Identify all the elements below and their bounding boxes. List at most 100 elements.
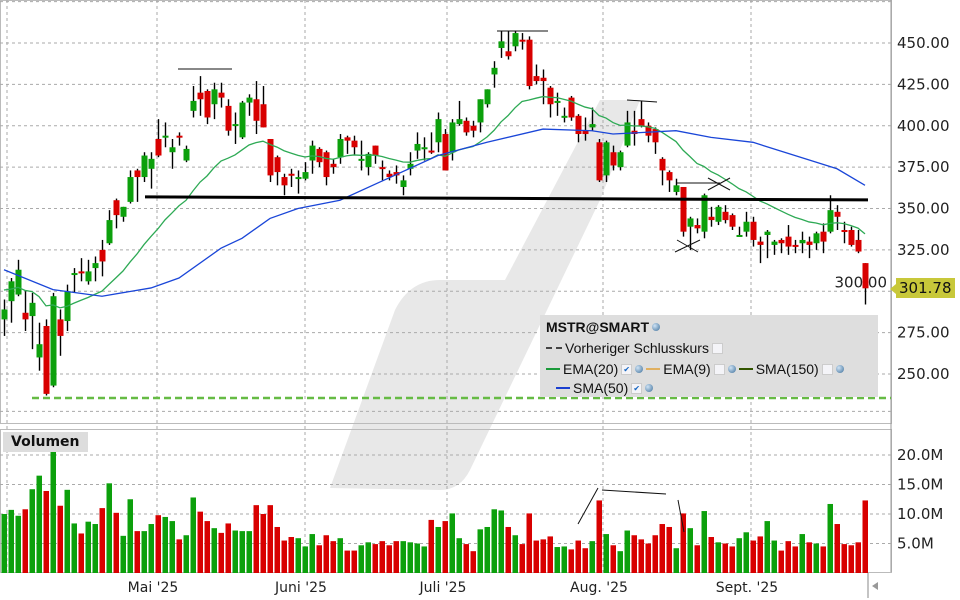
candle-body [309, 145, 316, 161]
candle-body [330, 163, 337, 168]
candle-body [267, 138, 274, 176]
volume-bar [36, 475, 42, 573]
candle [624, 110, 631, 148]
volume-bar [519, 544, 525, 573]
volume-bar [106, 483, 112, 573]
candle [8, 278, 15, 323]
candle-body [344, 137, 351, 141]
candle-body [519, 39, 526, 42]
candle [407, 152, 414, 176]
checkbox[interactable] [713, 363, 725, 375]
volume-bar [526, 513, 532, 573]
volume-bar [246, 531, 252, 573]
legend-symbol: MSTR@SMART [546, 319, 650, 335]
x-tick-label: Juni '25 [274, 580, 327, 596]
candle-body [589, 124, 596, 128]
candle [680, 186, 687, 237]
candle [778, 238, 785, 254]
candle [743, 211, 750, 237]
candle-body [36, 344, 43, 358]
candle [246, 94, 253, 116]
candle [141, 152, 148, 183]
candle-body [624, 122, 631, 146]
legend-item-sma50: SMA(50) ✔ [556, 380, 654, 396]
legend-label-ema20[interactable]: EMA(20) [563, 361, 619, 377]
volume-bar [260, 514, 266, 573]
candle-body [274, 157, 281, 173]
volume-bar [687, 528, 693, 573]
candle-body [659, 158, 666, 171]
candle [344, 135, 351, 154]
candle [568, 95, 575, 121]
candle-body [799, 239, 806, 244]
candle [211, 82, 218, 120]
checkbox[interactable] [711, 342, 723, 354]
volume-bar [302, 546, 308, 573]
scroll-right-icon[interactable] [872, 582, 878, 590]
candle-body [757, 241, 764, 245]
candle-body [673, 185, 680, 192]
candle-body [820, 231, 827, 242]
globe-icon[interactable] [727, 365, 736, 373]
volume-bar [92, 524, 98, 573]
candle-body [680, 186, 687, 232]
legend-label-sma50[interactable]: SMA(50) [573, 380, 629, 396]
checkbox-checked[interactable]: ✔ [631, 382, 643, 394]
x-tick-label: Sept. '25 [716, 580, 778, 596]
candle [715, 205, 722, 226]
candle [519, 33, 526, 50]
candle-body [463, 120, 470, 133]
volume-bar [568, 549, 574, 573]
sma150-line-icon [738, 368, 753, 370]
candle [379, 160, 386, 181]
globe-icon[interactable] [652, 323, 661, 331]
volume-tick-label: 15.0M [897, 476, 943, 494]
volume-bar [743, 532, 749, 573]
candle-body [582, 130, 589, 135]
globe-icon[interactable] [835, 365, 844, 373]
candle-body [687, 218, 694, 227]
globe-icon[interactable] [635, 365, 644, 373]
candle [127, 170, 134, 204]
candle-body [22, 312, 29, 320]
candle-body [771, 241, 778, 245]
ema20-line [3, 95, 866, 309]
volume-bar [29, 489, 35, 573]
legend-label-ema9[interactable]: EMA(9) [663, 361, 711, 377]
volume-bar [50, 435, 56, 573]
candle-body [85, 271, 92, 282]
candle-body [148, 158, 155, 169]
globe-icon[interactable] [645, 384, 654, 392]
candle [29, 292, 36, 350]
candle-body [155, 138, 162, 156]
candle [225, 99, 232, 136]
candle [666, 170, 673, 192]
candle-body [323, 152, 330, 178]
candle [533, 64, 540, 85]
candle [239, 100, 246, 139]
volume-bar [113, 512, 119, 573]
volume-bar [407, 542, 413, 573]
legend-item-prev-close[interactable]: Vorheriger Schlusskurs [546, 340, 723, 356]
candle-body [694, 225, 701, 229]
candle [673, 178, 680, 196]
volume-bar [449, 513, 455, 573]
volume-bar [365, 542, 371, 573]
candle-body [260, 104, 267, 128]
volume-bar [498, 510, 504, 573]
candle [400, 175, 407, 196]
candle [1, 299, 8, 336]
volume-bar [638, 539, 644, 573]
legend-label-sma150[interactable]: SMA(150) [755, 361, 819, 377]
candle [288, 168, 295, 187]
volume-bar [351, 550, 357, 573]
volume-bar [603, 534, 609, 573]
checkbox[interactable] [821, 363, 833, 375]
candle [862, 263, 869, 305]
candle-body [561, 115, 568, 118]
checkbox-checked[interactable]: ✔ [621, 363, 633, 375]
candle-body [575, 115, 582, 135]
candle [512, 31, 519, 52]
